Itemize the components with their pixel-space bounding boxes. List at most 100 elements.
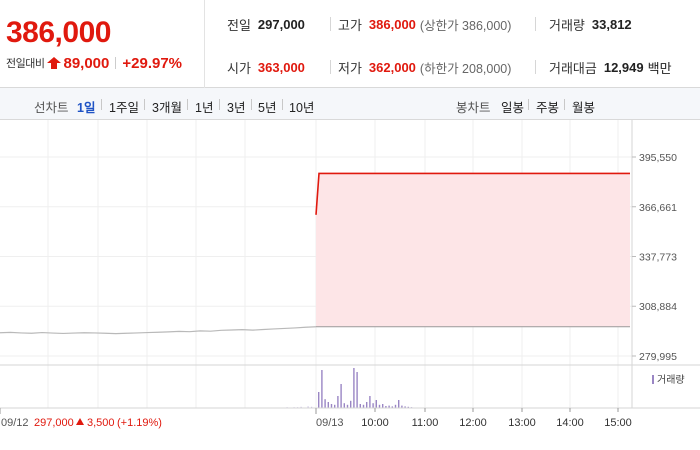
today-date-label: 09/13	[316, 417, 344, 429]
x-tick-label: 11:00	[412, 417, 439, 429]
tab-divider	[564, 99, 565, 110]
trade-value: 거래대금 12,949 백만	[549, 59, 672, 76]
change-divider	[115, 57, 117, 69]
x-tick-label: 10:00	[361, 417, 389, 429]
change-amount: 89,000	[63, 54, 110, 72]
trade-value-amount: 12,949	[603, 59, 644, 75]
tab-3-months[interactable]: 3개월	[152, 101, 182, 115]
stat-divider	[535, 17, 536, 31]
volume-bar-prev	[300, 406, 302, 408]
volume-bar	[318, 392, 320, 408]
volume-bar	[343, 403, 345, 408]
current-price: 386,000	[6, 16, 111, 49]
tab-3-years[interactable]: 3년	[227, 101, 246, 115]
y-tick-label: 395,550	[639, 152, 677, 164]
upper-limit-arrow-icon	[47, 57, 62, 69]
tab-divider	[219, 99, 220, 110]
volume-bar	[337, 396, 339, 408]
volume-bar	[330, 404, 333, 408]
stat-divider	[535, 60, 536, 74]
tab-1-day[interactable]: 1일	[77, 101, 96, 115]
chart-canvas: 395,550 366,661 337,773 308,884 279,995 거래량 10…	[0, 120, 700, 429]
low-value: 362,000	[368, 59, 416, 75]
tab-1-year[interactable]: 1년	[195, 101, 214, 115]
prev-change-rate: (+1.19%)	[117, 417, 162, 429]
day-high: 고가 386,000 (상한가 386,000)	[338, 16, 512, 33]
volume-bar	[372, 403, 374, 408]
volume-bar	[398, 400, 400, 408]
volume-bar	[369, 396, 371, 408]
x-tick-label: 15:00	[604, 417, 632, 429]
volume-bar	[394, 404, 397, 408]
volume-bar	[356, 372, 358, 408]
prev-day-price-line	[0, 326, 317, 335]
tab-divider	[251, 99, 252, 110]
tab-divider	[144, 99, 145, 110]
y-tick-label: 337,773	[639, 251, 677, 263]
x-tick-label: 13:00	[508, 417, 536, 429]
volume-bar	[382, 404, 384, 408]
upper-limit-note: (상한가 386,000)	[419, 18, 512, 33]
tab-5-years[interactable]: 5년	[258, 101, 277, 115]
volume-bar	[366, 402, 368, 408]
volume-bar	[378, 404, 381, 408]
volume-bar	[359, 404, 361, 408]
high-label: 고가	[338, 17, 362, 33]
day-low: 저가 362,000 (하한가 208,000)	[338, 59, 511, 76]
volume-label: 거래량	[549, 17, 585, 33]
volume-bar	[375, 400, 377, 408]
x-tick-label: 12:00	[459, 417, 487, 429]
volume-bar	[327, 402, 329, 408]
volume-bar	[346, 404, 349, 408]
prev-close-label: 전일	[227, 17, 251, 33]
prev-close-label: 297,000	[34, 417, 74, 429]
tab-1-week[interactable]: 1주일	[109, 101, 139, 115]
volume-bar	[407, 406, 409, 408]
volume: 거래량 33,812	[549, 16, 632, 33]
change-row: 전일대비 89,000 +29.97%	[6, 54, 183, 72]
volume-bar	[324, 399, 326, 408]
change-rate: +29.97%	[122, 54, 183, 72]
volume-bar	[353, 368, 355, 408]
tab-divider	[187, 99, 188, 110]
trade-value-label: 거래대금	[549, 60, 597, 76]
prev-close-value: 297,000	[257, 16, 305, 32]
today-price-area	[316, 173, 630, 327]
high-value: 386,000	[368, 16, 416, 32]
tab-divider	[528, 99, 529, 110]
stat-divider	[330, 60, 331, 74]
chart-period-tabs: 선차트 1일 1주일 3개월 1년 3년 5년 10년 봉차트 일봉 주봉 월봉	[0, 88, 700, 120]
y-tick-label: 308,884	[639, 301, 677, 313]
tab-monthly-candle[interactable]: 월봉	[572, 101, 596, 115]
volume-bar	[385, 406, 387, 408]
volume-bar-prev	[311, 406, 313, 408]
change-label: 전일대비	[6, 58, 45, 70]
intraday-price-chart[interactable]: 395,550 366,661 337,773 308,884 279,995 거래량 10…	[0, 120, 700, 450]
prev-change-amount: 3,500	[87, 417, 115, 429]
volume-bar	[404, 406, 406, 408]
volume-bar	[334, 404, 336, 408]
prev-date-label: 09/12	[1, 417, 29, 429]
open-value: 363,000	[257, 59, 305, 75]
volume-legend-label: 거래량	[657, 374, 685, 386]
volume-bar	[321, 370, 323, 408]
open-price: 시가 363,000	[227, 59, 305, 76]
line-chart-label: 선차트	[34, 101, 69, 115]
volume-bar	[391, 406, 393, 408]
low-label: 저가	[338, 60, 362, 76]
y-tick-label: 279,995	[639, 351, 677, 363]
volume-bar	[362, 404, 365, 408]
y-tick-label: 366,661	[639, 202, 677, 214]
tab-daily-candle[interactable]: 일봉	[501, 101, 525, 115]
today-price-line	[315, 172, 630, 215]
volume-value: 33,812	[591, 16, 632, 32]
volume-bar	[401, 405, 403, 408]
tab-10-years[interactable]: 10년	[289, 101, 315, 115]
trade-value-unit: 백만	[647, 60, 672, 76]
tab-divider	[282, 99, 283, 110]
price-panel: 386,000 전일대비 89,000 +29.97%	[0, 0, 205, 88]
tab-weekly-candle[interactable]: 주봉	[536, 101, 560, 115]
candle-chart-label: 봉차트	[456, 101, 491, 115]
volume-bar	[388, 405, 390, 408]
stock-quote-header: 386,000 전일대비 89,000 +29.97% 전일 297,000 고…	[0, 0, 700, 88]
